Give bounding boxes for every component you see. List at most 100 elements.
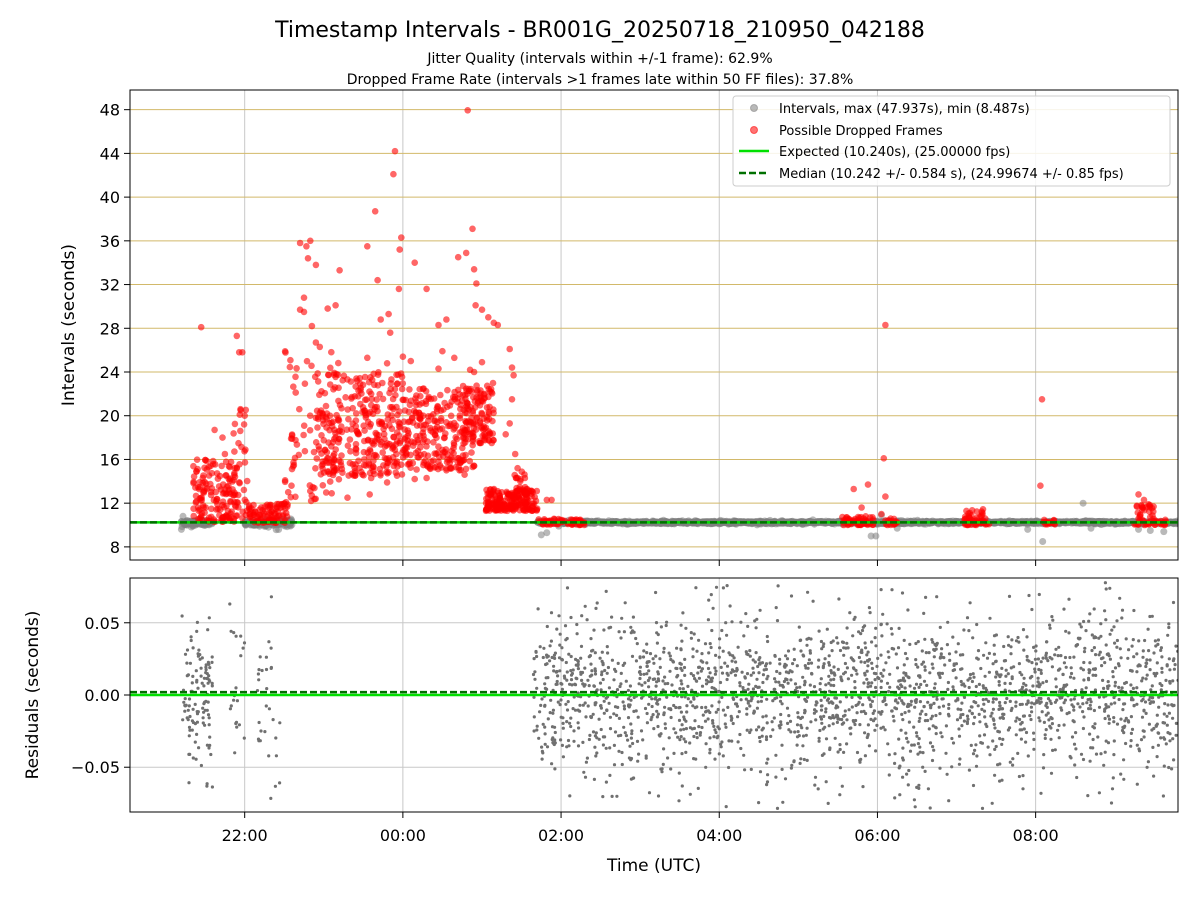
intervals-y-tick-label: 28 <box>100 319 120 338</box>
residual-point <box>798 685 802 689</box>
residual-point <box>736 715 740 719</box>
dropped-frame-point <box>322 489 330 496</box>
residual-point <box>206 713 211 717</box>
dropped-frame-point <box>367 474 375 482</box>
dropped-frame-point <box>473 388 481 396</box>
residual-point <box>958 757 962 761</box>
residual-point <box>593 745 597 749</box>
dropped-frame-point <box>401 426 409 433</box>
residual-point <box>1141 676 1145 680</box>
residual-point <box>1100 664 1104 668</box>
residual-point <box>943 663 947 667</box>
residual-point <box>577 726 581 730</box>
dropped-frame-point <box>222 472 229 479</box>
residual-point <box>1053 748 1057 752</box>
residual-point <box>817 739 821 743</box>
residual-point <box>535 724 539 728</box>
dropped-frame-point <box>344 494 351 502</box>
residual-point <box>595 601 599 605</box>
residual-point <box>757 658 761 662</box>
dropped-frame-point <box>880 455 888 462</box>
residual-point <box>881 612 885 616</box>
residual-point <box>264 667 269 672</box>
residual-point <box>191 756 195 760</box>
dropped-frame-point <box>458 457 466 464</box>
residual-point <box>263 730 267 734</box>
residual-point <box>934 732 938 736</box>
residual-point <box>610 794 614 799</box>
figure-title: Timestamp Intervals - BR001G_20250718_21… <box>274 18 925 43</box>
dropped-frame-point <box>466 457 474 465</box>
residual-point <box>589 662 593 666</box>
residual-point <box>628 744 632 748</box>
residual-point <box>733 673 738 677</box>
residual-point <box>915 734 919 738</box>
residual-point <box>761 715 765 719</box>
dropped-frame-point <box>404 440 412 448</box>
residual-point <box>1162 764 1166 768</box>
residual-point <box>183 697 187 701</box>
dropped-frame-point <box>485 415 493 423</box>
dropped-frame-point <box>422 400 430 408</box>
residual-point <box>704 705 708 710</box>
residual-point <box>888 685 892 689</box>
residual-point <box>991 707 996 711</box>
residual-point <box>695 736 699 740</box>
residual-point <box>833 736 837 740</box>
interval-point <box>264 523 272 531</box>
dropped-frame-point <box>346 436 354 443</box>
residual-point <box>827 661 831 665</box>
dropped-frame-point <box>973 508 981 515</box>
residual-point <box>914 658 918 662</box>
residual-point <box>194 757 198 761</box>
residual-point <box>1167 711 1171 715</box>
residual-point <box>548 659 552 663</box>
residual-point <box>751 671 756 675</box>
residual-point <box>1049 726 1053 730</box>
residual-point <box>850 705 854 709</box>
residual-point <box>541 722 545 726</box>
dropped-frame-point <box>349 420 357 428</box>
residual-point <box>187 704 191 708</box>
residual-point <box>672 727 676 731</box>
residual-point <box>853 615 857 619</box>
residual-point <box>620 762 624 767</box>
residual-point <box>207 723 211 727</box>
residual-point <box>1141 649 1145 653</box>
intervals-y-tick-label: 20 <box>100 407 120 426</box>
residual-point <box>972 722 976 726</box>
residual-point <box>908 684 912 688</box>
residual-point <box>592 777 597 782</box>
residual-point <box>1054 647 1058 651</box>
residual-point <box>838 766 843 770</box>
residual-point <box>1167 657 1171 661</box>
residual-point <box>1174 721 1178 726</box>
dropped-frame-point <box>443 467 450 474</box>
dropped-frame-point <box>1038 396 1046 403</box>
residual-point <box>661 762 665 767</box>
residual-point <box>689 672 693 676</box>
dropped-frame-point <box>328 348 335 356</box>
residual-point <box>940 671 945 676</box>
residual-point <box>569 678 574 682</box>
dropped-frame-point <box>352 449 360 457</box>
residual-point <box>195 629 199 634</box>
legend-label-median: Median (10.242 +/- 0.584 s), (24.99674 +… <box>779 167 1124 182</box>
dropped-frame-point <box>373 396 381 403</box>
residual-point <box>193 740 197 744</box>
residual-point <box>717 752 721 756</box>
residual-point <box>695 649 699 653</box>
residual-point <box>668 654 672 658</box>
residual-point <box>816 787 820 791</box>
residual-point <box>850 695 854 700</box>
residual-point <box>204 663 208 667</box>
residual-point <box>197 648 201 652</box>
dropped-frame-point <box>202 456 209 464</box>
residual-point <box>1152 774 1156 778</box>
dropped-frame-point <box>469 438 477 445</box>
residual-point <box>207 616 211 620</box>
dropped-frame-point <box>241 459 249 466</box>
residual-point <box>199 674 203 678</box>
dropped-frame-point <box>331 456 338 464</box>
residual-point <box>535 686 539 690</box>
